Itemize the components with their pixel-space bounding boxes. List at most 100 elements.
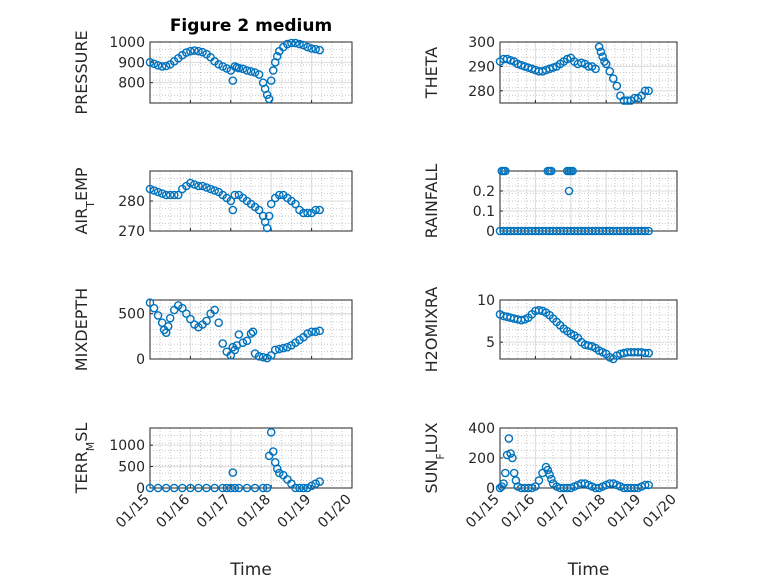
- data-point: [153, 311, 163, 320]
- data-point: [303, 208, 312, 218]
- data-point: [186, 178, 195, 188]
- y-axis-label: H2OMIXRA: [422, 287, 441, 373]
- data-point: [157, 62, 167, 71]
- data-point: [264, 211, 274, 221]
- y-tick-label: 400: [468, 421, 495, 437]
- y-tick-label: 800: [118, 76, 145, 92]
- data-point: [266, 427, 276, 437]
- data-point: [198, 181, 207, 191]
- y-tick-label: 0: [486, 481, 495, 497]
- data-point: [543, 465, 553, 475]
- y-tick-label: 270: [118, 224, 145, 240]
- data-point: [315, 326, 324, 336]
- data-point: [545, 470, 554, 479]
- panel-theta: 280 290 300 THETA: [422, 35, 678, 105]
- data-point: [214, 60, 223, 69]
- data-point: [254, 351, 264, 361]
- data-point: [511, 476, 521, 485]
- data-point: [163, 322, 173, 331]
- data-point: [230, 345, 240, 355]
- data-point: [612, 81, 622, 91]
- x-tick-label: 01/20: [640, 492, 680, 532]
- data-point: [311, 205, 320, 215]
- data-point: [601, 59, 611, 69]
- data-point: [594, 42, 604, 52]
- x-tick-label: 01/20: [315, 492, 355, 532]
- data-point: [307, 44, 316, 53]
- data-point: [283, 39, 292, 49]
- data-point: [194, 181, 203, 191]
- y-tick-label: 500: [118, 307, 145, 323]
- data-point: [186, 46, 195, 56]
- data-point: [218, 62, 228, 71]
- y-axis-label: THETA: [422, 47, 441, 99]
- data-point: [250, 483, 260, 493]
- data-point: [534, 305, 544, 315]
- data-point: [605, 66, 615, 76]
- data-point: [311, 44, 320, 54]
- y-axis-label: SUNFLUX: [422, 422, 447, 493]
- x-tick-label: 01/15: [113, 492, 153, 532]
- data-point: [190, 46, 199, 55]
- data-point: [564, 186, 574, 196]
- data-point: [246, 67, 256, 76]
- x-tick-label: 01/19: [275, 492, 315, 532]
- data-point: [272, 464, 282, 474]
- panel-rainfall: 0 0.1 0.2 RAINFALL: [422, 164, 678, 240]
- data-point: [169, 483, 179, 493]
- data-point: [295, 483, 304, 493]
- data-point: [218, 339, 228, 348]
- y-tick-label: 10: [477, 293, 495, 309]
- data-point: [266, 76, 276, 85]
- data-point: [250, 68, 260, 77]
- data-point: [248, 327, 258, 337]
- data-point: [234, 330, 244, 339]
- data-point: [149, 186, 159, 195]
- data-point: [279, 343, 288, 353]
- data-point: [145, 184, 155, 194]
- data-point: [194, 46, 203, 56]
- y-tick-label: 5: [486, 335, 495, 351]
- panel-mixdepth: 0 500 MIXDEPTH: [72, 288, 353, 371]
- data-point: [222, 483, 232, 493]
- x-tick-label: 01/19: [605, 492, 645, 532]
- x-axis-label: Time: [567, 560, 610, 580]
- x-axis-label: Time: [229, 560, 272, 580]
- y-tick-label: 0.2: [473, 184, 495, 200]
- data-point: [283, 342, 292, 352]
- data-point: [182, 48, 191, 57]
- data-point: [272, 51, 282, 61]
- data-point: [291, 38, 300, 48]
- data-point: [238, 338, 248, 347]
- data-point: [226, 483, 236, 493]
- data-point: [242, 483, 252, 493]
- data-point: [149, 303, 159, 313]
- data-point: [210, 186, 219, 195]
- data-point: [145, 58, 155, 67]
- data-point: [262, 483, 272, 493]
- data-point: [504, 434, 514, 443]
- data-point: [644, 86, 653, 96]
- data-point: [274, 344, 284, 354]
- data-point: [145, 483, 155, 493]
- data-point: [311, 327, 320, 337]
- data-point: [194, 483, 203, 493]
- y-tick-label: 1000: [109, 35, 145, 51]
- data-point: [153, 483, 163, 493]
- y-tick-label: 500: [118, 460, 145, 476]
- data-point: [501, 166, 510, 176]
- data-point: [266, 351, 276, 360]
- data-point: [262, 223, 272, 233]
- data-point: [153, 187, 163, 197]
- y-axis-label: MIXDEPTH: [72, 288, 91, 371]
- y-tick-label: 0: [136, 481, 145, 497]
- data-point: [254, 70, 264, 79]
- y-tick-label: 900: [118, 55, 145, 71]
- data-point: [178, 303, 187, 313]
- y-tick-label: 280: [468, 84, 495, 100]
- data-point: [258, 352, 268, 362]
- data-point: [228, 76, 238, 85]
- y-axis-label: TERRMSL: [72, 423, 97, 495]
- y-tick-label: 290: [468, 59, 495, 75]
